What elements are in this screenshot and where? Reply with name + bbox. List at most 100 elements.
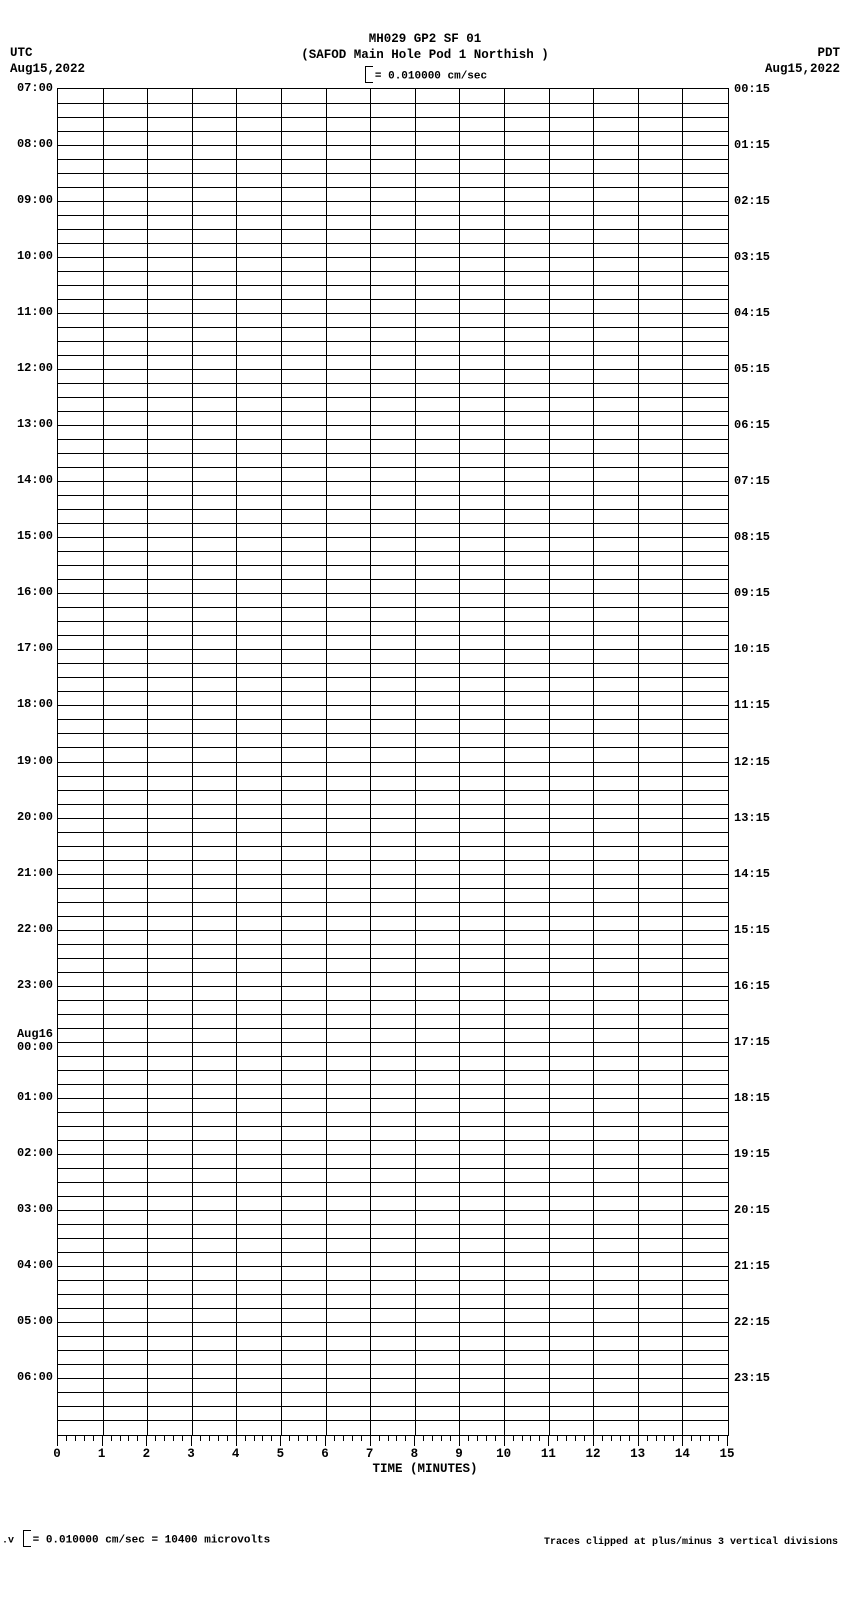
x-tick — [298, 1436, 299, 1441]
x-tick — [155, 1436, 156, 1441]
x-tick — [504, 1436, 505, 1446]
utc-hour-label: 01:00 — [5, 1091, 53, 1104]
x-tick — [57, 1436, 58, 1446]
pdt-hour-label: 12:15 — [734, 755, 789, 769]
x-tick — [307, 1436, 308, 1441]
utc-hour-label: 17:00 — [5, 642, 53, 655]
gridline-h — [58, 103, 728, 104]
gridline-h — [58, 1322, 728, 1323]
x-label: 5 — [277, 1447, 285, 1461]
utc-hour-label: Aug1600:00 — [5, 1028, 53, 1054]
x-tick — [477, 1436, 478, 1441]
gridline-h — [58, 285, 728, 286]
pdt-hour-label: 22:15 — [734, 1315, 789, 1329]
gridline-h — [58, 719, 728, 720]
x-label: 10 — [496, 1447, 511, 1461]
gridline-h — [58, 1238, 728, 1239]
gridline-h — [58, 299, 728, 300]
plot-area — [57, 88, 729, 1436]
x-tick — [66, 1436, 67, 1441]
x-tick — [629, 1436, 630, 1441]
pdt-hour-label: 17:15 — [734, 1035, 789, 1049]
gridline-h — [58, 425, 728, 426]
utc-hour-label: 06:00 — [5, 1371, 53, 1384]
x-tick — [620, 1436, 621, 1441]
utc-hour-label: 05:00 — [5, 1315, 53, 1328]
x-tick — [432, 1436, 433, 1441]
pdt-hour-label: 21:15 — [734, 1259, 789, 1273]
pdt-hour-label: 02:15 — [734, 194, 789, 208]
x-tick — [513, 1436, 514, 1441]
x-tick — [245, 1436, 246, 1441]
pdt-hour-label: 10:15 — [734, 642, 789, 656]
gridline-h — [58, 832, 728, 833]
gridline-h — [58, 495, 728, 496]
x-label: 2 — [143, 1447, 151, 1461]
pdt-hour-label: 13:15 — [734, 811, 789, 825]
x-label: 1 — [98, 1447, 106, 1461]
gridline-h — [58, 902, 728, 903]
footer-clip-note: Traces clipped at plus/minus 3 vertical … — [544, 1537, 838, 1548]
gridline-h — [58, 972, 728, 973]
gridline-h — [58, 453, 728, 454]
x-tick — [379, 1436, 380, 1441]
gridline-h — [58, 187, 728, 188]
gridline-h — [58, 944, 728, 945]
x-tick — [495, 1436, 496, 1441]
utc-hour-label: 02:00 — [5, 1147, 53, 1160]
x-tick — [334, 1436, 335, 1441]
footer-scale: .v = 0.010000 cm/sec = 10400 microvolts — [2, 1531, 270, 1548]
x-tick — [584, 1436, 585, 1441]
gridline-h — [58, 663, 728, 664]
x-tick — [522, 1436, 523, 1441]
gridline-h — [58, 1084, 728, 1085]
x-tick — [209, 1436, 210, 1441]
x-tick — [423, 1436, 424, 1441]
gridline-h — [58, 341, 728, 342]
x-tick — [647, 1436, 648, 1441]
x-tick — [405, 1436, 406, 1441]
x-tick — [656, 1436, 657, 1441]
gridline-h — [58, 523, 728, 524]
x-tick — [93, 1436, 94, 1441]
gridline-h — [58, 1126, 728, 1127]
gridline-h — [58, 173, 728, 174]
x-tick — [691, 1436, 692, 1441]
gridline-h — [58, 1070, 728, 1071]
gridline-h — [58, 1280, 728, 1281]
gridline-h — [58, 1042, 728, 1043]
x-tick — [575, 1436, 576, 1441]
x-tick — [566, 1436, 567, 1441]
x-tick — [548, 1436, 549, 1446]
x-tick — [557, 1436, 558, 1441]
utc-hour-label: 07:00 — [5, 82, 53, 95]
utc-hour-label: 10:00 — [5, 250, 53, 263]
x-tick — [530, 1436, 531, 1441]
gridline-h — [58, 131, 728, 132]
gridline-h — [58, 888, 728, 889]
gridline-h — [58, 1168, 728, 1169]
gridline-h — [58, 691, 728, 692]
pdt-hour-label: 00:15 — [734, 82, 789, 96]
gridline-h — [58, 467, 728, 468]
gridline-h — [58, 986, 728, 987]
gridline-h — [58, 846, 728, 847]
gridline-h — [58, 1196, 728, 1197]
gridline-h — [58, 117, 728, 118]
x-tick — [146, 1436, 147, 1446]
x-tick — [280, 1436, 281, 1446]
utc-hour-label: 14:00 — [5, 474, 53, 487]
utc-hour-label: 04:00 — [5, 1259, 53, 1272]
x-tick — [218, 1436, 219, 1441]
gridline-h — [58, 481, 728, 482]
gridline-h — [58, 747, 728, 748]
pdt-hour-label: 20:15 — [734, 1203, 789, 1217]
scale-indicator: = 0.010000 cm/sec — [0, 67, 850, 84]
x-tick — [602, 1436, 603, 1441]
gridline-h — [58, 1266, 728, 1267]
gridline-h — [58, 1140, 728, 1141]
x-tick — [102, 1436, 103, 1446]
utc-hour-label: 21:00 — [5, 867, 53, 880]
x-tick — [370, 1436, 371, 1446]
x-tick — [164, 1436, 165, 1441]
